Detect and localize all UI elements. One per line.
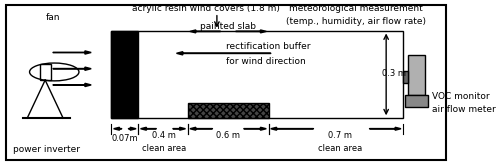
FancyArrow shape (244, 127, 266, 130)
Text: air flow meter: air flow meter (432, 105, 496, 114)
Bar (112, 31, 403, 118)
FancyArrow shape (114, 127, 122, 130)
Text: clean area: clean area (318, 144, 362, 153)
FancyArrow shape (53, 67, 91, 70)
FancyArrow shape (176, 52, 271, 55)
Bar (408, 55, 425, 96)
FancyArrow shape (271, 127, 314, 130)
Text: fan: fan (46, 13, 60, 22)
FancyArrow shape (190, 127, 212, 130)
Text: VOC monitor: VOC monitor (432, 92, 490, 101)
Text: 0.4 m: 0.4 m (152, 131, 176, 140)
Text: power inverter: power inverter (13, 145, 80, 153)
Text: painted slab: painted slab (200, 22, 256, 31)
FancyArrow shape (128, 127, 136, 130)
Bar (188, 103, 268, 118)
Text: acrylic resin wind covers (1.8 m): acrylic resin wind covers (1.8 m) (132, 4, 280, 13)
Text: 0.07m: 0.07m (112, 134, 138, 143)
Text: clean area: clean area (142, 144, 186, 153)
FancyArrow shape (236, 30, 266, 33)
Text: rectification buffer: rectification buffer (226, 42, 310, 51)
FancyArrow shape (190, 30, 220, 33)
Text: (temp., humidity, air flow rate): (temp., humidity, air flow rate) (286, 17, 426, 26)
FancyArrow shape (370, 127, 401, 130)
Text: 0.6 m: 0.6 m (216, 131, 240, 140)
FancyArrow shape (53, 83, 91, 87)
FancyArrow shape (53, 51, 91, 54)
Bar (40, 64, 51, 80)
Text: 0.3 m: 0.3 m (382, 69, 406, 78)
Bar (403, 71, 408, 82)
FancyArrow shape (173, 127, 186, 130)
FancyArrow shape (140, 127, 156, 130)
Text: for wind direction: for wind direction (226, 57, 306, 66)
Bar (112, 31, 138, 118)
Bar (406, 96, 428, 107)
Text: 0.7 m: 0.7 m (328, 131, 352, 140)
Text: meteorological measurement: meteorological measurement (289, 4, 423, 13)
